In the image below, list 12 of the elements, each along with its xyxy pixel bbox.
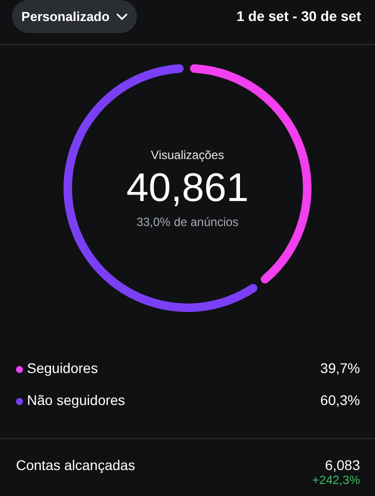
legend-label: Seguidores [26,360,98,376]
text: 40,861 [125,166,250,211]
text: +242,3% [311,473,360,487]
text: Visualizações [150,148,226,162]
text: Contas alcançadas [16,457,136,473]
text: 33,0% de anúncios [135,215,240,229]
text: 1 de set - 30 de set [236,8,361,24]
legend-label: Não seguidores [26,392,126,408]
data-label: 60,3% [320,392,360,408]
text: Personalizado [21,9,110,24]
data-label: 39,7% [320,360,360,376]
text: 6,083 [324,457,360,473]
